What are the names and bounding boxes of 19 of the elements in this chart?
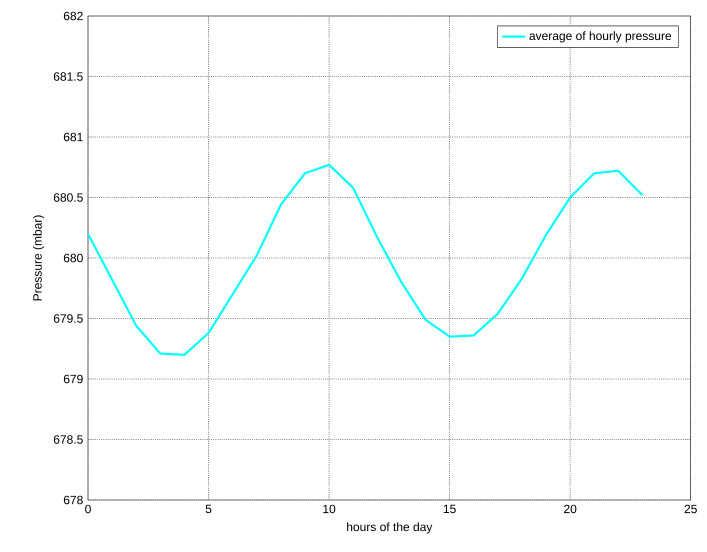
x-tick-label: 5 [206,504,212,514]
x-tick-label: 10 [323,504,336,514]
x-tick-label: 15 [444,504,456,514]
x-tick-label: 0 [85,504,91,514]
y-tick-label: 679.5 [54,314,83,323]
x-tick-label: 25 [684,504,697,514]
y-tick-label: 681.5 [54,72,83,81]
line-series [88,164,644,356]
x-tick-label: 20 [564,504,576,514]
x-axis-title: hours of the day [347,522,432,534]
y-tick-label: 680 [64,254,83,262]
y-axis-title: Pressure (mbar) [32,215,44,300]
y-tick-label: 679 [64,374,83,384]
y-tick-label: 681 [64,132,83,142]
y-tick-label: 680.5 [54,193,83,202]
legend-label: average of hourly pressure [529,31,672,42]
y-tick-label: 678.5 [54,435,83,444]
y-tick-label: 678 [64,496,83,504]
y-tick-label: 682 [64,12,83,20]
